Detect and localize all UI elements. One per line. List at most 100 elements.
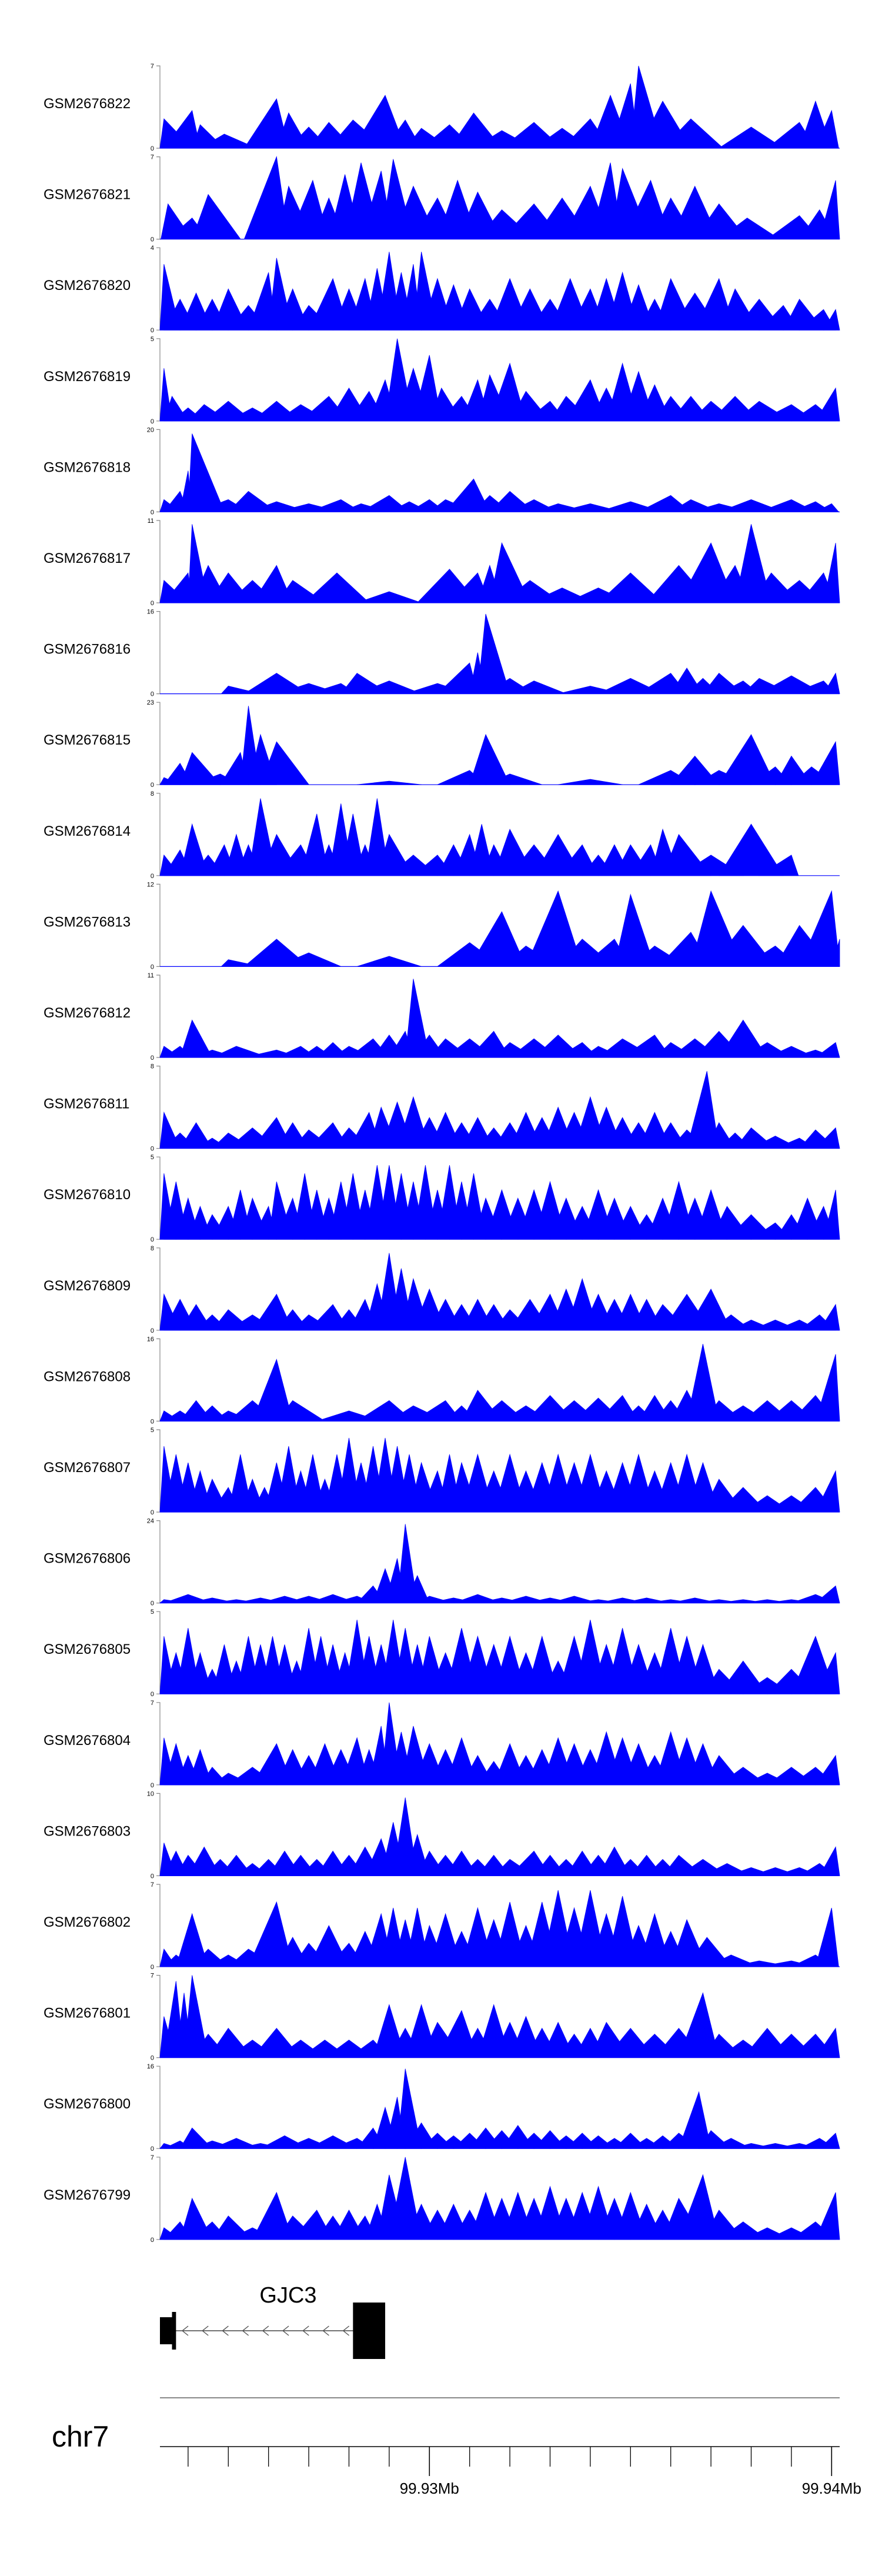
track-GSM2676822: GSM2676822 7 0: [44, 63, 840, 152]
y-max-label: 7: [151, 63, 154, 70]
y-axis: [156, 1611, 161, 1694]
track-GSM2676813: GSM2676813 12 0: [44, 881, 840, 970]
y-min-label: 0: [151, 2055, 154, 2062]
y-axis: [156, 338, 161, 422]
chromosome-label: chr7: [52, 2420, 109, 2453]
y-min-label: 0: [151, 418, 154, 425]
y-min-label: 0: [151, 1600, 154, 1607]
y-max-label: 8: [151, 1063, 154, 1070]
y-axis: [156, 520, 161, 603]
y-min-label: 0: [151, 236, 154, 243]
track-label: GSM2676812: [44, 1005, 131, 1021]
y-axis: [156, 1520, 161, 1604]
y-axis: [156, 793, 161, 876]
track-label: GSM2676817: [44, 550, 131, 566]
y-max-label: 5: [151, 336, 154, 343]
y-axis: [156, 883, 161, 967]
coverage-peak: [814, 1585, 840, 1604]
track-GSM2676811: GSM2676811 8 0: [44, 1063, 840, 1153]
track-GSM2676820: GSM2676820 4 0: [44, 245, 840, 334]
strand-arrow: [282, 2325, 289, 2336]
y-min-label: 0: [151, 600, 154, 607]
exon-block: [353, 2303, 386, 2359]
y-min-label: 0: [151, 1418, 154, 1425]
y-axis: [156, 611, 161, 695]
y-min-label: 0: [151, 2145, 154, 2153]
track-GSM2676808: GSM2676808 16 0: [44, 1336, 840, 1425]
y-axis: [156, 247, 161, 331]
y-max-label: 7: [151, 1973, 154, 1980]
gene-model: [160, 2303, 386, 2359]
y-min-label: 0: [151, 1236, 154, 1243]
exon-block: [172, 2312, 176, 2350]
coverage-peak: [188, 433, 225, 512]
track-label: GSM2676804: [44, 1733, 131, 1749]
y-max-label: 8: [151, 790, 154, 798]
coverage-peak: [814, 1042, 840, 1058]
coverage-peak: [811, 740, 840, 785]
track-GSM2676805: GSM2676805 5 0: [44, 1609, 840, 1698]
coverage-peak: [356, 780, 422, 785]
axis-tick-label: 99.93Mb: [400, 2480, 459, 2497]
y-min-label: 0: [151, 1691, 154, 1698]
track-GSM2676817: GSM2676817 11 0: [44, 518, 840, 607]
track-label: GSM2676818: [44, 459, 131, 475]
y-axis: [156, 975, 161, 1058]
coverage-peak: [815, 1907, 839, 1967]
y-max-label: 11: [148, 972, 154, 979]
coverage-peak: [557, 779, 623, 785]
track-label: GSM2676820: [44, 278, 131, 293]
y-max-label: 10: [147, 1790, 154, 1797]
y-axis: [156, 429, 161, 512]
y-min-label: 0: [151, 1055, 154, 1062]
track-label: GSM2676806: [44, 1551, 131, 1567]
track-GSM2676810: GSM2676810 5 0: [44, 1154, 840, 1243]
track-GSM2676804: GSM2676804 7 0: [44, 1700, 840, 1789]
coverage-peak: [356, 956, 422, 967]
track-GSM2676807: GSM2676807 5 0: [44, 1427, 840, 1516]
coverage-peak: [356, 591, 422, 603]
y-min-label: 0: [151, 509, 154, 516]
track-GSM2676815: GSM2676815 23 0: [44, 699, 840, 789]
track-label: GSM2676813: [44, 914, 131, 930]
y-min-label: 0: [151, 1327, 154, 1334]
y-max-label: 7: [151, 2154, 154, 2161]
exon-block: [160, 2317, 172, 2344]
track-label: GSM2676810: [44, 1187, 131, 1203]
y-min-label: 0: [151, 1146, 154, 1153]
y-axis: [156, 2066, 161, 2149]
y-max-label: 8: [151, 1245, 154, 1252]
coverage-peak: [815, 2192, 840, 2240]
track-label: GSM2676805: [44, 1641, 131, 1657]
y-min-label: 0: [151, 782, 154, 789]
track-GSM2676809: GSM2676809 8 0: [44, 1245, 840, 1334]
y-max-label: 7: [151, 1700, 154, 1707]
strand-arrow: [181, 2325, 189, 2336]
track-label: GSM2676803: [44, 1823, 131, 1839]
y-max-label: 16: [147, 1336, 154, 1343]
y-axis: [156, 156, 161, 240]
track-label: GSM2676821: [44, 187, 131, 203]
strand-arrow: [202, 2325, 209, 2336]
y-min-label: 0: [151, 1964, 154, 1971]
track-label: GSM2676801: [44, 2006, 131, 2021]
strand-arrow: [302, 2325, 309, 2336]
genome-axis: chr7 99.93Mb 99.94Mb: [52, 2397, 861, 2497]
y-axis: [156, 65, 161, 149]
strand-arrow: [322, 2325, 329, 2336]
track-label: GSM2676822: [44, 96, 131, 112]
y-min-label: 0: [151, 691, 154, 698]
track-GSM2676802: GSM2676802 7 0: [44, 1881, 840, 1971]
strand-arrow: [222, 2325, 229, 2336]
y-max-label: 12: [147, 881, 154, 888]
track-GSM2676801: GSM2676801 7 0: [44, 1973, 840, 2062]
track-label: GSM2676811: [44, 1096, 129, 1112]
strand-arrow: [242, 2325, 249, 2336]
track-label: GSM2676819: [44, 369, 131, 385]
y-axis: [156, 1975, 161, 2058]
coverage-peak: [819, 180, 840, 240]
coverage-peak: [303, 572, 370, 603]
track-GSM2676806: GSM2676806 24 0: [44, 1518, 840, 1607]
y-axis: [156, 702, 161, 785]
